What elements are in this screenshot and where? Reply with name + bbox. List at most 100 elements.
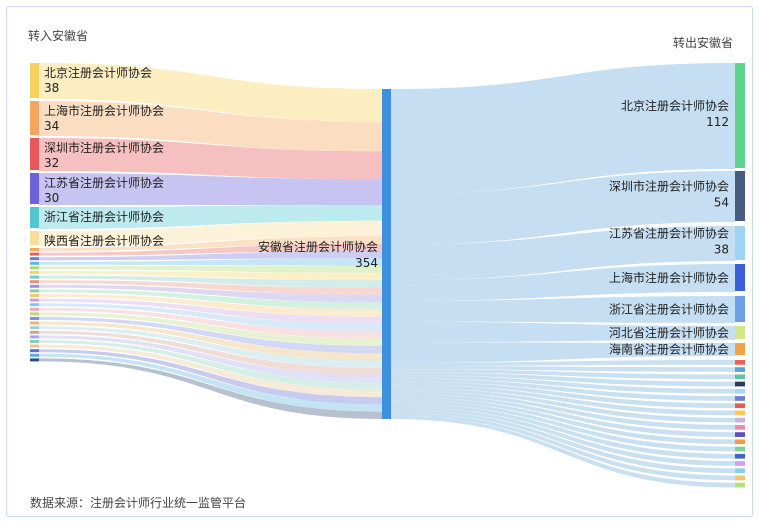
inflow-node-minor (30, 326, 39, 330)
outflow-link-minor (391, 406, 735, 466)
inflow-link-minor (39, 289, 382, 310)
inflow-node-minor (30, 271, 39, 274)
inflow-link (39, 63, 382, 122)
outflow-label: 北京注册会计师协会 (621, 98, 729, 113)
inflow-link-minor (39, 250, 382, 261)
inflow-link (39, 173, 382, 206)
outflow-link-minor (391, 369, 735, 380)
outflow-link (391, 171, 735, 245)
inflow-node-minor (30, 303, 39, 307)
inflow-node (30, 63, 39, 98)
outflow-node (735, 63, 745, 168)
inflow-node (30, 138, 39, 170)
inflow-label: 北京注册会计师协会 (44, 65, 152, 80)
chart-frame (6, 6, 753, 517)
outflow-link-minor (391, 387, 735, 423)
inflow-node-minor (30, 349, 39, 353)
inflow-link-minor (39, 335, 382, 383)
inflow-link-minor (39, 294, 382, 317)
outflow-link-minor (391, 375, 735, 394)
inflow-link-minor (39, 312, 382, 346)
inflow-link (39, 138, 382, 180)
inflow-node-minor (30, 321, 39, 325)
outflow-value: 54 (714, 196, 729, 210)
inflow-link-minor (39, 284, 382, 303)
outflow-node-minor (735, 468, 745, 474)
inflow-node-minor (30, 340, 39, 343)
outflow-node (735, 326, 745, 339)
center-label: 安徽省注册会计师协会 (258, 239, 378, 254)
inflow-node-minor (30, 330, 39, 334)
inflow-node (30, 207, 39, 228)
outflow-link-minor (391, 384, 735, 416)
source-note: 数据来源：注册会计师行业统一监管平台 (30, 496, 247, 510)
outflow-node-minor (735, 403, 745, 409)
outflow-node (735, 264, 745, 291)
outflow-link-minor (391, 390, 735, 430)
outflow-node (735, 226, 745, 260)
inflow-label: 陕西省注册会计师协会 (44, 233, 164, 248)
outflow-link-minor (391, 360, 735, 367)
inflow-value: 38 (44, 81, 59, 95)
outflow-title: 转出安徽省 (673, 36, 734, 50)
inflow-link-minor (39, 358, 382, 419)
outflow-link-minor (391, 415, 735, 488)
inflow-node-minor (30, 261, 39, 265)
inflow-link (39, 205, 382, 229)
outflow-node-minor (735, 475, 745, 481)
outflow-node-minor (735, 453, 745, 459)
center-value: 354 (355, 256, 378, 270)
outflow-link-minor (391, 397, 735, 445)
outflow-label: 深圳市注册会计师协会 (609, 179, 729, 194)
outflow-node-minor (735, 374, 745, 380)
inflow-node-minor (30, 298, 39, 302)
inflow-link-minor (39, 326, 382, 368)
inflow-link-minor (39, 303, 382, 332)
inflow-node-minor (30, 344, 39, 348)
inflow-node-minor (30, 248, 39, 251)
inflow-label: 深圳市注册会计师协会 (44, 140, 164, 155)
outflow-value: 38 (714, 243, 729, 257)
inflow-node-minor (30, 353, 39, 357)
inflow-node-minor (30, 280, 39, 284)
inflow-link-minor (39, 236, 382, 251)
center-node (382, 89, 391, 419)
outflow-label: 浙江省注册会计师协会 (609, 302, 729, 317)
outflow-label: 海南省注册会计师协会 (609, 342, 729, 357)
outflow-node-minor (735, 381, 745, 387)
inflow-node-minor (30, 289, 39, 293)
inflow-label: 浙江省注册会计师协会 (44, 209, 164, 224)
inflow-link-minor (39, 330, 382, 376)
outflow-link (391, 321, 735, 343)
inflow-link-minor (39, 258, 382, 266)
inflow-link-minor (39, 321, 382, 361)
inflow-link-minor (39, 307, 382, 339)
outflow-node (735, 296, 745, 322)
outflow-link-minor (391, 372, 735, 387)
inflow-node-minor (30, 275, 39, 279)
inflow-node-minor (30, 317, 39, 320)
inflow-node-minor (30, 335, 39, 339)
inflow-node-minor (30, 307, 39, 311)
outflow-link-minor (391, 381, 735, 409)
outflow-node-minor (735, 432, 745, 437)
outflow-label: 河北省注册会计师协会 (609, 325, 729, 340)
inflow-link-minor (39, 280, 382, 295)
outflow-link (391, 63, 735, 195)
outflow-link-minor (391, 366, 735, 372)
outflow-label: 江苏省注册会计师协会 (609, 226, 729, 241)
outflow-node-minor (735, 410, 745, 416)
inflow-node-minor (30, 358, 39, 362)
inflow-link-minor (39, 265, 382, 273)
inflow-link-minor (39, 344, 382, 398)
outflow-link (391, 342, 735, 363)
outflow-link-minor (391, 412, 735, 481)
outflow-link-minor (391, 378, 735, 401)
outflow-link-minor (391, 400, 735, 452)
outflow-node-minor (735, 360, 745, 365)
inflow-link-minor (39, 271, 382, 281)
inflow-link (39, 220, 382, 246)
inflow-label: 江苏省注册会计师协会 (44, 175, 164, 190)
inflow-node-minor (30, 294, 39, 297)
